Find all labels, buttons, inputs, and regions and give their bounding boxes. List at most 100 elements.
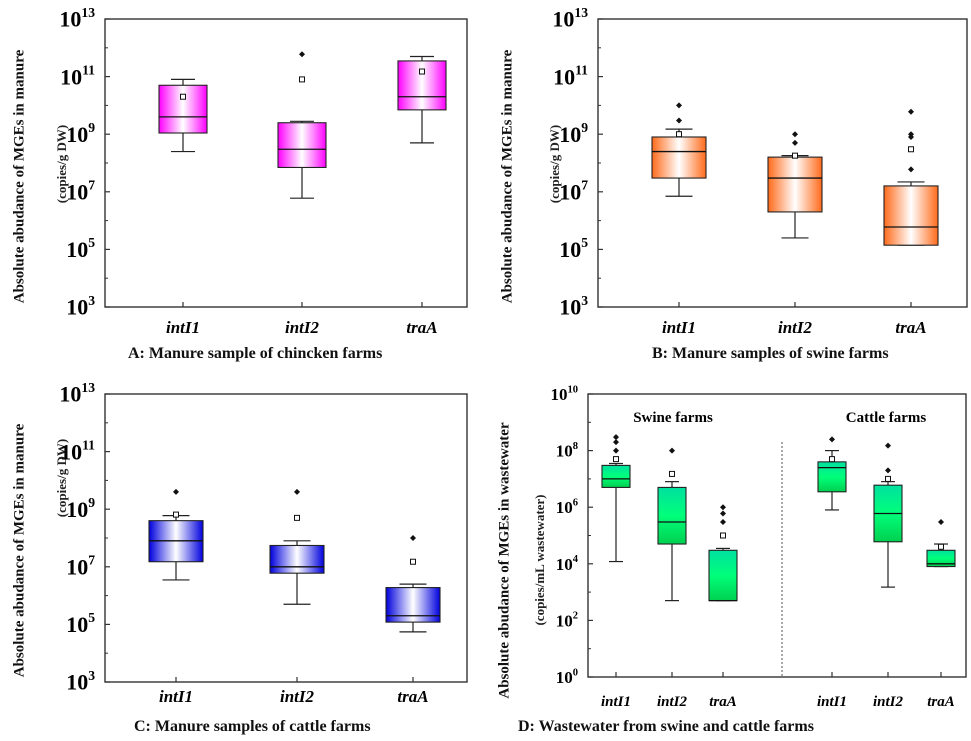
x-tick-label: intI2 [873,694,904,710]
y-tick-label: 1010 [550,384,578,404]
caption-a: A: Manure sample of chincken farms [128,345,382,363]
mean-marker [420,69,425,74]
mean-marker [793,153,798,158]
y-tick-label: 105 [66,610,95,637]
outlier-point [908,166,914,172]
panel-d: Absolute abudance of MGEs in wastewater … [490,372,971,740]
x-tick-label: traA [397,687,428,706]
x-tick-label: traA [709,694,737,710]
x-tick-label: intI1 [159,687,193,706]
y-tick-label: 107 [66,178,95,205]
mean-marker [181,94,186,99]
mean-marker [830,457,835,462]
outlier-point [294,489,300,495]
y-tick-label: 102 [556,611,578,631]
mean-marker [939,544,944,549]
y-tick-label: 103 [66,293,95,320]
mean-marker [677,132,682,137]
outlier-point [792,140,798,146]
y-tick-label: 105 [559,235,588,262]
box [818,462,846,492]
outlier-point [938,519,944,525]
y-tick-label: 1011 [60,437,95,464]
y-tick-label: 108 [556,441,578,461]
box [159,85,207,133]
box [658,487,686,544]
y-tick-label: 107 [66,553,95,580]
y-tick-label: 106 [556,498,578,518]
y-tick-label: 109 [66,120,95,147]
mean-marker [670,471,675,476]
box [652,137,706,178]
box [709,550,737,600]
box [602,465,630,487]
outlier-point [676,117,682,123]
mean-marker [909,147,914,152]
box [884,186,938,245]
mean-marker [411,559,416,564]
caption-d: D: Wastewater from swine and cattle farm… [518,718,814,736]
y-tick-label: 1013 [59,5,95,32]
panel-c: Absolute abudance of MGEs in manure (cop… [0,372,480,740]
mean-marker [174,512,179,517]
chart-c: 103 105 107 109 1011 1013 intI1 intI2 traA [0,372,480,740]
box [386,588,440,623]
x-tick-label: intI1 [817,694,847,710]
x-tick-label: intI2 [778,318,813,337]
panel-b: Absolute abudance of MGEs in manure (cop… [490,0,970,370]
x-tick-label: traA [927,694,955,710]
x-tick-label: intI1 [601,694,631,710]
outlier-point [720,510,726,516]
y-tick-label: 107 [559,178,588,205]
outlier-point [885,443,891,449]
y-tick-label: 103 [66,668,95,695]
y-tick-label: 100 [556,667,578,687]
x-tick-label: intI2 [285,318,320,337]
y-tick-label: 104 [556,554,579,574]
y-tick-label: 1011 [553,62,588,89]
mean-marker [614,457,619,462]
outlier-point [829,436,835,442]
outlier-point [792,131,798,137]
y-tick-label: 1013 [59,380,95,407]
outlier-point [720,504,726,510]
group-label-swine: Swine farms [633,410,713,426]
box [270,545,324,573]
x-tick-label: traA [406,318,437,337]
chart-a: 103 105 107 109 1011 1013 intI1 intI2 traA [0,0,480,370]
y-tick-label: 109 [559,120,588,147]
outlier-point [410,535,416,541]
y-tick-label: 105 [66,235,95,262]
outlier-point [885,467,891,473]
box [768,157,822,212]
mean-marker [295,515,300,520]
x-tick-label: intI1 [166,318,200,337]
chart-b: 103 105 107 109 1011 1013 intI1 intI2 traA [490,0,970,370]
group-label-cattle: Cattle farms [846,410,927,426]
outlier-point [720,519,726,525]
outlier-point [299,51,305,57]
y-tick-label: 103 [559,293,588,320]
y-tick-label: 1011 [60,62,95,89]
outlier-point [613,434,619,440]
outlier-point [669,448,675,454]
plot-frame [588,394,966,677]
x-tick-label: traA [895,318,926,337]
y-tick-label: 1013 [552,5,588,32]
chart-d: 100 102 104 106 108 1010 intI1 intI2 traA intI1 in… [490,372,971,740]
outlier-point [908,109,914,115]
y-tick-label: 109 [66,495,95,522]
mean-marker [721,533,726,538]
outlier-point [173,489,179,495]
box [398,61,446,110]
box [278,123,326,168]
mean-marker [886,476,891,481]
caption-c: C: Manure samples of cattle farms [134,718,371,736]
outlier-point [613,448,619,454]
panel-a: Absolute abudance of MGEs in manure (cop… [0,0,480,370]
x-tick-label: intI2 [280,687,315,706]
x-tick-label: intI1 [662,318,696,337]
mean-marker [300,77,305,82]
caption-b: B: Manure samples of swine farms [652,345,889,363]
x-tick-label: intI2 [657,694,688,710]
